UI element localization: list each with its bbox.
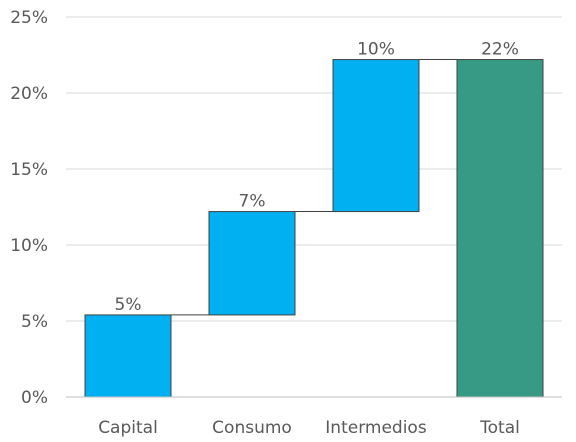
category-labels: Capital Consumo Intermedios Total — [98, 418, 520, 438]
y-tick-label: 20% — [10, 84, 48, 104]
bar-capital — [84, 314, 172, 398]
bar-consumo — [208, 211, 296, 316]
data-label: 7% — [239, 192, 266, 212]
bar-intermedios — [332, 59, 420, 213]
y-tick-label: 0% — [21, 388, 48, 408]
data-label: 22% — [481, 40, 519, 60]
category-label: Consumo — [212, 418, 292, 438]
data-label: 5% — [115, 295, 142, 315]
connector-lines — [171, 59, 457, 316]
category-label: Total — [479, 418, 520, 438]
y-tick-label: 25% — [10, 8, 48, 28]
data-labels: 5% 7% 10% 22% — [115, 40, 519, 315]
y-tick-label: 15% — [10, 160, 48, 180]
y-tick-label: 10% — [10, 236, 48, 256]
category-label: Intermedios — [325, 418, 427, 438]
data-label: 10% — [357, 40, 395, 60]
y-axis-tick-labels: 0% 5% 10% 15% 20% 25% — [10, 8, 48, 408]
bar-total — [456, 59, 544, 398]
bars — [84, 59, 544, 398]
category-label: Capital — [98, 418, 158, 438]
y-tick-label: 5% — [21, 312, 48, 332]
